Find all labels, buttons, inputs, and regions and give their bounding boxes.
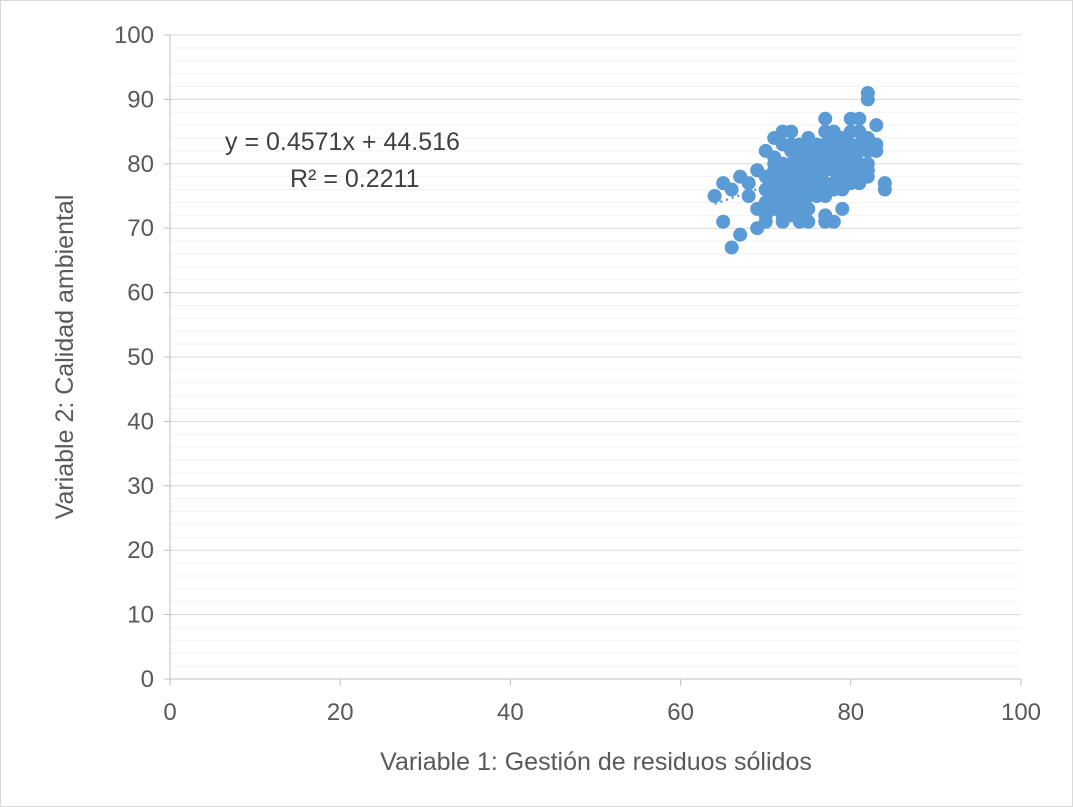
y-tick-label: 40 — [127, 408, 154, 435]
data-point — [860, 169, 875, 184]
data-points — [707, 85, 892, 255]
y-tick-label: 60 — [127, 280, 154, 307]
x-tick-label: 100 — [1001, 699, 1041, 726]
minor-gridlines — [170, 47, 1021, 667]
y-tick-label: 10 — [127, 602, 154, 629]
trendline-r-squared: R² = 0.2211 — [290, 165, 419, 193]
data-point — [733, 227, 748, 242]
y-tick-label: 70 — [127, 215, 154, 242]
data-point — [860, 92, 875, 107]
y-tick-label: 90 — [127, 86, 154, 113]
data-point — [741, 176, 756, 191]
data-point — [818, 111, 833, 126]
y-tick-label: 80 — [127, 151, 154, 178]
trendline — [714, 143, 886, 206]
x-axis-title: Variable 1: Gestión de residuos sólidos — [380, 748, 812, 776]
y-tick-label: 0 — [141, 666, 154, 693]
y-tick-label: 50 — [127, 344, 154, 371]
x-tick-label: 20 — [327, 699, 354, 726]
data-point — [869, 143, 884, 158]
y-tick-label: 100 — [114, 22, 154, 49]
data-point — [724, 240, 739, 255]
data-point — [784, 124, 799, 139]
data-point — [869, 118, 884, 133]
x-tick-label: 40 — [497, 699, 524, 726]
data-point — [707, 189, 722, 203]
x-tick-label: 0 — [163, 699, 176, 726]
y-tick-label: 20 — [127, 537, 154, 564]
data-point — [852, 111, 867, 126]
major-gridlines — [170, 34, 1021, 616]
x-tick-labels: 0 20 40 60 80 100 — [163, 699, 1041, 726]
trendline-equation: y = 0.4571x + 44.516 — [225, 128, 460, 156]
data-point — [835, 201, 850, 216]
data-point — [877, 182, 892, 197]
data-point — [801, 201, 816, 216]
data-point — [724, 182, 739, 197]
data-point — [741, 189, 756, 203]
x-tick-label: 80 — [837, 699, 864, 726]
y-tick-label: 30 — [127, 473, 154, 500]
y-tick-labels: 0 10 20 30 40 50 60 70 80 90 100 — [114, 22, 154, 693]
data-point — [801, 214, 816, 229]
data-point — [716, 214, 731, 229]
y-axis-title: Variable 2: Calidad ambiental — [51, 195, 79, 520]
data-point — [826, 214, 841, 229]
data-point — [758, 214, 773, 229]
x-tick-label: 60 — [667, 699, 694, 726]
axes — [164, 34, 1022, 686]
trendline-line — [714, 143, 886, 206]
